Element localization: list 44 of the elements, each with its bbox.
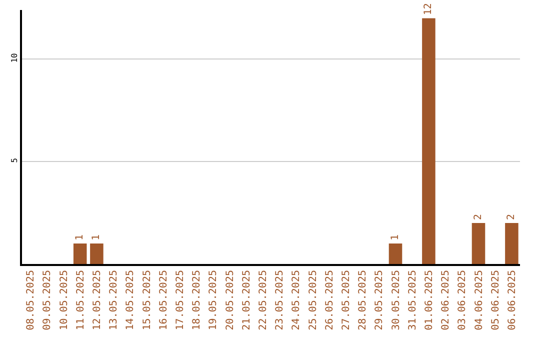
data-label: 1: [390, 234, 401, 241]
y-tick-label: 5: [10, 158, 19, 163]
bar: [73, 244, 87, 264]
x-tick-label: 30.05.2025: [390, 270, 402, 330]
x-tick-label: 25.05.2025: [308, 270, 319, 330]
x-tick-label: 29.05.2025: [374, 270, 386, 330]
x-tick-label: 12.05.2025: [92, 270, 103, 330]
bar: [472, 223, 486, 264]
x-tick-label: 08.05.2025: [26, 270, 37, 330]
data-label: 2: [506, 214, 518, 220]
x-tick-label: 05.06.2025: [490, 270, 502, 330]
x-tick-label: 24.05.2025: [291, 270, 302, 330]
x-tick-label: 09.05.2025: [42, 270, 54, 330]
data-label: 2: [473, 214, 484, 220]
x-tick-label: 10.05.2025: [58, 270, 70, 330]
data-label: 1: [91, 234, 102, 241]
x-tick-label: 23.05.2025: [274, 270, 286, 330]
x-tick-label: 04.06.2025: [474, 270, 485, 330]
x-tick-label: 14.05.2025: [125, 270, 136, 330]
x-tick-label: 15.05.2025: [142, 270, 153, 330]
x-tick-label: 16.05.2025: [158, 270, 170, 330]
data-label: 1: [74, 234, 86, 241]
x-tick-label: 22.05.2025: [258, 270, 269, 330]
x-tick-label: 02.06.2025: [440, 270, 452, 330]
bar: [422, 18, 436, 264]
x-tick-label: 11.05.2025: [75, 270, 86, 330]
y-tick-label: 10: [10, 52, 19, 63]
x-tick-label: 20.05.2025: [224, 270, 236, 330]
bar: [90, 244, 104, 264]
x-tick-label: 19.05.2025: [208, 270, 220, 330]
bar: [505, 223, 518, 264]
x-tick-label: 06.06.2025: [506, 270, 518, 330]
x-tick-label: 28.05.2025: [358, 270, 369, 330]
x-tick-label: 17.05.2025: [174, 270, 186, 330]
x-tick-label: 01.06.2025: [424, 270, 435, 330]
x-tick-label: 18.05.2025: [192, 270, 203, 330]
x-tick-label: 13.05.2025: [108, 270, 120, 330]
x-tick-label: 27.05.2025: [340, 270, 352, 330]
x-tick-label: 21.05.2025: [241, 270, 252, 330]
x-tick-label: 31.05.2025: [407, 270, 418, 330]
bar: [388, 244, 402, 264]
data-label: 12: [423, 3, 434, 16]
x-tick-label: 26.05.2025: [324, 270, 336, 330]
x-tick-label: 03.06.2025: [457, 270, 468, 330]
